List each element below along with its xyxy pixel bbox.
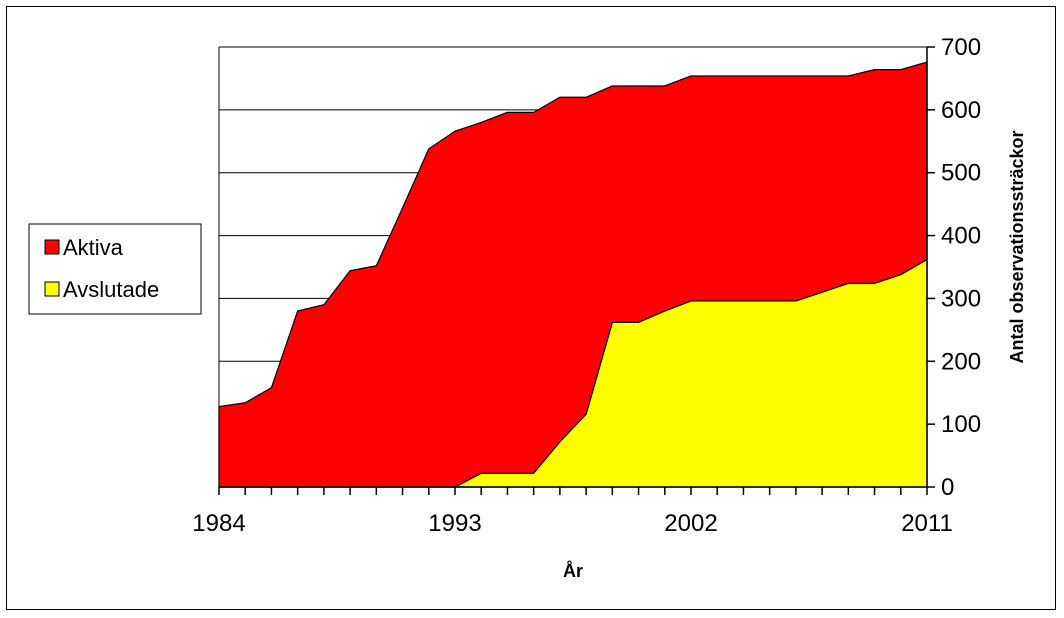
y-axis-title: Antal observationssträckor (1007, 130, 1027, 363)
y-tick-label-400: 400 (941, 223, 981, 250)
x-tick-label-2002: 2002 (664, 510, 717, 537)
x-axis-title: År (563, 561, 583, 581)
legend-label-avslutade: Avslutade (63, 277, 159, 302)
legend: Aktiva Avslutade (28, 223, 202, 315)
y-tick-label-200: 200 (941, 348, 981, 375)
y-tick-label-700: 700 (941, 34, 981, 61)
x-tick-label-1984: 1984 (192, 510, 245, 537)
series-areas (218, 61, 928, 488)
y-tick-label-600: 600 (941, 97, 981, 124)
y-tick-label-0: 0 (941, 474, 954, 501)
chart-frame: 0 100 200 300 400 500 600 700 1984 1993 2002 2011 … (6, 6, 1056, 610)
x-tick-label-2011: 2011 (901, 510, 953, 537)
y-tick-label-100: 100 (941, 411, 981, 438)
y-tick-label-500: 500 (941, 160, 981, 187)
y-tick-label-300: 300 (941, 285, 981, 312)
y-tick-labels: 0 100 200 300 400 500 600 700 (941, 34, 981, 501)
axes (218, 46, 935, 495)
legend-label-aktiva: Aktiva (63, 235, 124, 260)
x-tick-label-1993: 1993 (428, 510, 481, 537)
legend-box (28, 223, 202, 315)
x-tick-labels: 1984 1993 2002 2011 (192, 510, 953, 537)
legend-swatch-avslutade (44, 281, 60, 297)
legend-swatch-aktiva (44, 239, 60, 255)
